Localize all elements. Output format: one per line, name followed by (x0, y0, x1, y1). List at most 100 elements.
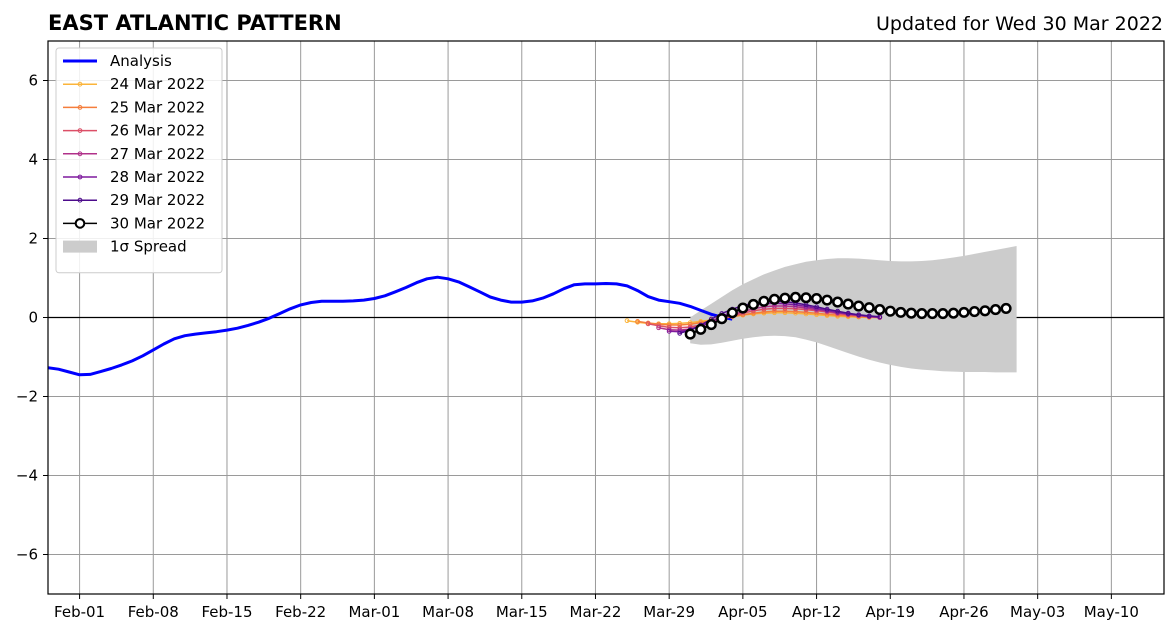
legend-entry: 30 Mar 2022 (63, 214, 205, 232)
y-tick-label: 2 (28, 230, 38, 248)
current-forecast-point (884, 305, 896, 317)
x-tick-label: Feb-22 (275, 603, 326, 621)
legend-marker (77, 197, 83, 203)
forecast-point (624, 318, 630, 324)
current-forecast-point (737, 302, 749, 314)
x-tick-label: Apr-19 (866, 603, 916, 621)
y-tick-label: −2 (16, 388, 38, 406)
current-forecast-point (947, 307, 959, 319)
current-forecast-point (853, 300, 865, 312)
current-forecast-point (758, 295, 770, 307)
legend-entry: 29 Mar 2022 (63, 191, 205, 209)
legend-entry: Analysis (63, 52, 172, 70)
current-forecast-point (789, 291, 802, 303)
x-tick-label: Apr-05 (718, 603, 768, 621)
current-forecast-point (695, 323, 707, 335)
y-tick-label: 6 (28, 72, 38, 90)
y-tick-label: 0 (28, 309, 38, 327)
y-tick-label: 4 (28, 151, 38, 169)
legend-box (55, 47, 223, 274)
current-forecast-point (905, 307, 917, 319)
legend-label: 30 Mar 2022 (110, 214, 205, 232)
forecast-point (677, 329, 683, 335)
current-forecast-point (1000, 302, 1012, 314)
spread-band (690, 246, 1017, 373)
legend: Analysis 24 Mar 2022 25 Mar 2022 26 Mar 202… (55, 47, 223, 274)
legend-entry: 1σ Spread (63, 238, 187, 256)
forecast-point (835, 308, 841, 314)
forecast-point (666, 328, 672, 334)
current-forecast-point (800, 292, 812, 304)
legend-label: 29 Mar 2022 (110, 191, 205, 209)
legend-label: 28 Mar 2022 (110, 168, 205, 186)
x-tick-label: Mar-08 (422, 603, 474, 621)
x-tick-label: Feb-15 (201, 603, 252, 621)
x-tick-label: May-03 (1010, 603, 1065, 621)
current-forecast-point (989, 304, 1002, 316)
legend-entry: 27 Mar 2022 (63, 145, 205, 163)
legend-label: 26 Mar 2022 (110, 122, 205, 140)
y-tick-label: −6 (16, 546, 38, 564)
current-forecast-point (779, 292, 791, 304)
legend-swatch (63, 240, 97, 253)
current-forecast-point (842, 298, 854, 310)
forecast-point (687, 321, 693, 327)
forecast-point (782, 308, 788, 314)
current-forecast-point (832, 296, 844, 308)
legend-label: 24 Mar 2022 (110, 75, 205, 93)
legend-marker (77, 151, 83, 157)
legend-entry: 25 Mar 2022 (63, 98, 205, 116)
current-forecast-point (821, 294, 833, 306)
forecast-point (677, 330, 683, 336)
x-tick-label: Feb-08 (128, 603, 179, 621)
current-forecast-point (958, 306, 970, 318)
forecast-point (772, 308, 777, 314)
current-forecast-point (716, 313, 728, 325)
forecast-point (866, 313, 872, 319)
forecast-point (656, 325, 662, 331)
x-tick-label: Mar-22 (570, 603, 622, 621)
current-forecast-point (968, 306, 981, 318)
y-tick-label: −4 (16, 467, 38, 485)
current-forecast-point (863, 302, 875, 314)
legend-label: 27 Mar 2022 (110, 145, 205, 163)
legend-entry: 26 Mar 2022 (63, 122, 205, 140)
forecast-point (635, 319, 640, 324)
chart-title: EAST ATLANTIC PATTERN (48, 11, 342, 35)
series-layer (48, 246, 1017, 377)
x-tick-label: Mar-15 (496, 603, 548, 621)
legend-marker (77, 105, 83, 110)
current-forecast-point (811, 292, 823, 305)
current-forecast-point (705, 319, 717, 331)
current-forecast-point (895, 306, 907, 318)
chart-subtitle: Updated for Wed 30 Mar 2022 (876, 13, 1163, 35)
forecast-point (761, 309, 767, 315)
legend-marker (74, 218, 86, 229)
forecast-point (814, 304, 819, 310)
x-tick-label: Mar-01 (348, 603, 400, 621)
legend-label: Analysis (110, 52, 172, 70)
x-tick-label: Mar-29 (643, 603, 695, 621)
legend-marker (77, 128, 83, 134)
legend-label: 1σ Spread (110, 238, 187, 256)
current-forecast-point (979, 305, 991, 317)
legend-entry: 24 Mar 2022 (63, 75, 205, 93)
current-forecast-point (916, 308, 928, 320)
analysis-line (48, 275, 733, 377)
forecast-point (677, 322, 683, 328)
x-tick-label: Apr-26 (939, 603, 989, 621)
current-forecast-point (684, 328, 696, 340)
current-forecast-point (747, 298, 759, 311)
forecast-point (666, 327, 672, 333)
forecast-point (845, 310, 851, 316)
forecast-point (793, 309, 798, 314)
legend-label: 25 Mar 2022 (110, 98, 205, 116)
forecast-point (803, 309, 809, 315)
legend-entry: 28 Mar 2022 (63, 168, 205, 186)
x-tick-label: Feb-01 (54, 603, 105, 621)
legend-marker (77, 81, 83, 87)
legend-marker (77, 174, 83, 180)
current-forecast-point (937, 308, 949, 320)
plot-area: Feb-01 Feb-08 Feb-15 Feb-22 Mar-01 Mar-08 Mar-… (16, 40, 1165, 621)
current-forecast-point (726, 307, 738, 319)
